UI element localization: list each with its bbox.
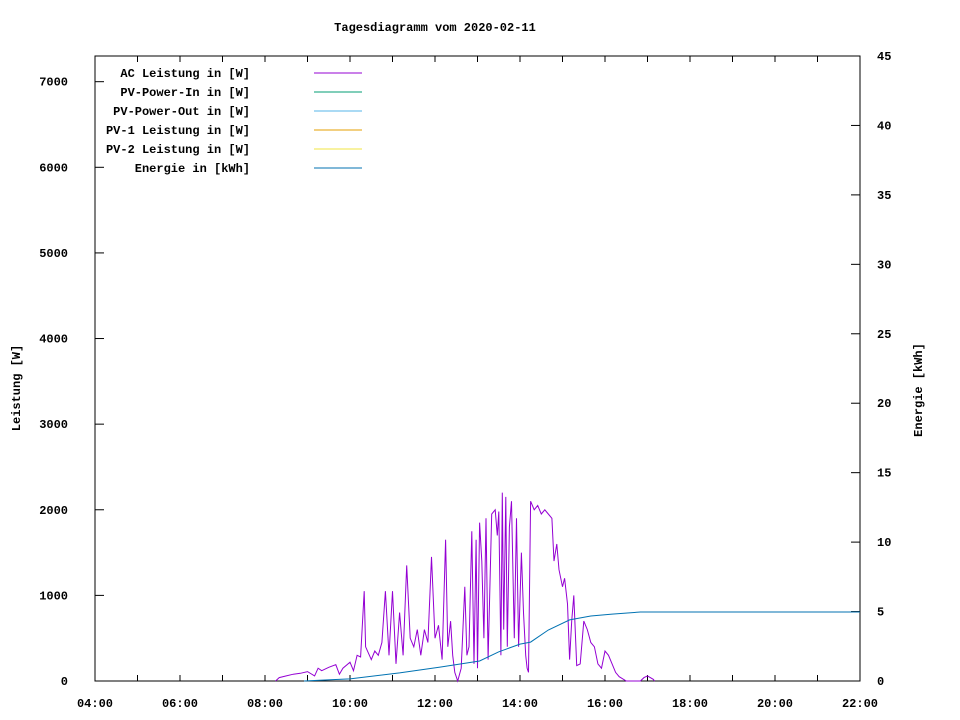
y2-tick-label: 35 [877,189,891,203]
x-tick-label: 18:00 [672,697,708,711]
legend-label: PV-1 Leistung in [W] [106,124,250,138]
y-tick-label: 1000 [39,589,68,603]
chart-title: Tagesdiagramm vom 2020-02-11 [334,21,536,35]
y-tick-label: 3000 [39,418,68,432]
y-tick-label: 0 [61,675,68,689]
y2-tick-label: 5 [877,606,884,620]
x-tick-label: 14:00 [502,697,538,711]
y-tick-label: 4000 [39,333,68,347]
x-tick-label: 20:00 [757,697,793,711]
series-line-5 [303,611,860,682]
y2-tick-label: 40 [877,119,891,133]
y-axis-label: Leistung [W] [10,345,24,431]
x-tick-label: 16:00 [587,697,623,711]
x-tick-label: 08:00 [247,697,283,711]
y-tick-label: 6000 [39,161,68,175]
y2-tick-label: 45 [877,50,891,64]
legend-label: Energie in [kWh] [135,162,250,176]
legend-label: PV-Power-Out in [W] [113,105,250,119]
x-tick-label: 04:00 [77,697,113,711]
x-tick-label: 10:00 [332,697,368,711]
y2-tick-label: 15 [877,467,891,481]
x-tick-label: 06:00 [162,697,198,711]
y-tick-label: 7000 [39,76,68,90]
legend-label: AC Leistung in [W] [120,67,250,81]
y2-tick-label: 25 [877,328,891,342]
legend-label: PV-Power-In in [W] [120,86,250,100]
legend-label: PV-2 Leistung in [W] [106,143,250,157]
y2-tick-label: 20 [877,397,891,411]
x-tick-label: 12:00 [417,697,453,711]
y2-tick-label: 30 [877,258,891,272]
y-tick-label: 2000 [39,504,68,518]
series-line-0 [275,492,655,683]
x-tick-label: 22:00 [842,697,878,711]
y2-tick-label: 0 [877,675,884,689]
y2-tick-label: 10 [877,536,891,550]
y2-axis-label: Energie [kWh] [912,343,926,437]
y-tick-label: 5000 [39,247,68,261]
